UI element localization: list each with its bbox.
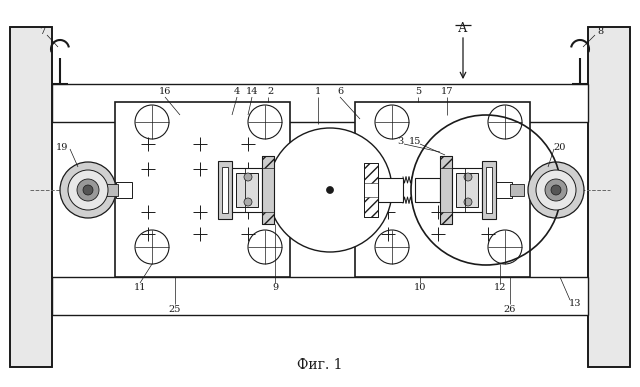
Text: 19: 19 bbox=[56, 142, 68, 151]
Bar bbox=[262, 156, 274, 168]
Circle shape bbox=[244, 198, 252, 206]
Circle shape bbox=[244, 173, 252, 181]
Circle shape bbox=[326, 187, 333, 194]
Text: 15: 15 bbox=[409, 137, 421, 147]
Bar bbox=[364, 197, 378, 217]
Circle shape bbox=[83, 185, 93, 195]
Text: 20: 20 bbox=[554, 142, 566, 151]
Circle shape bbox=[488, 105, 522, 139]
Bar bbox=[510, 184, 524, 196]
Text: 25: 25 bbox=[169, 305, 181, 313]
Bar bbox=[104, 184, 118, 196]
Text: 2: 2 bbox=[267, 87, 273, 96]
Bar bbox=[440, 156, 452, 224]
Bar bbox=[52, 84, 588, 122]
Text: Фиг. 1: Фиг. 1 bbox=[297, 358, 343, 372]
Bar bbox=[355, 102, 530, 277]
Bar bbox=[222, 167, 228, 213]
Bar bbox=[364, 163, 378, 217]
Circle shape bbox=[375, 230, 409, 264]
Text: 10: 10 bbox=[414, 283, 426, 291]
Text: 3: 3 bbox=[397, 137, 403, 147]
Text: 12: 12 bbox=[493, 283, 506, 291]
Circle shape bbox=[248, 105, 282, 139]
Circle shape bbox=[375, 105, 409, 139]
Bar bbox=[456, 173, 478, 207]
Circle shape bbox=[536, 170, 576, 210]
Circle shape bbox=[268, 128, 392, 252]
Bar bbox=[440, 156, 452, 168]
Bar bbox=[115, 102, 290, 277]
Circle shape bbox=[464, 198, 472, 206]
Bar bbox=[588, 27, 630, 367]
Bar bbox=[378, 178, 403, 202]
Bar bbox=[364, 163, 378, 183]
Circle shape bbox=[60, 162, 116, 218]
Bar bbox=[218, 161, 232, 219]
Circle shape bbox=[77, 179, 99, 201]
Bar bbox=[52, 277, 588, 315]
Bar bbox=[10, 27, 52, 367]
Text: 4: 4 bbox=[234, 87, 240, 96]
Bar bbox=[232, 168, 262, 212]
Bar bbox=[262, 156, 274, 224]
Circle shape bbox=[135, 105, 169, 139]
Bar bbox=[274, 161, 364, 219]
Bar bbox=[496, 182, 512, 198]
Text: 16: 16 bbox=[159, 87, 171, 96]
Bar bbox=[262, 212, 274, 224]
Text: 26: 26 bbox=[504, 305, 516, 313]
Bar bbox=[415, 178, 440, 202]
Text: 7: 7 bbox=[39, 27, 45, 36]
Bar bbox=[588, 27, 630, 367]
Circle shape bbox=[68, 170, 108, 210]
Circle shape bbox=[464, 173, 472, 181]
Text: 9: 9 bbox=[272, 283, 278, 291]
Bar bbox=[10, 27, 52, 367]
Bar bbox=[236, 173, 258, 207]
Text: 8: 8 bbox=[597, 27, 603, 36]
Text: А: А bbox=[458, 22, 468, 36]
Text: 1: 1 bbox=[315, 87, 321, 96]
Text: 13: 13 bbox=[569, 300, 581, 308]
Circle shape bbox=[551, 185, 561, 195]
Bar bbox=[116, 182, 132, 198]
Circle shape bbox=[248, 230, 282, 264]
Text: 14: 14 bbox=[246, 87, 259, 96]
Circle shape bbox=[488, 230, 522, 264]
Text: 11: 11 bbox=[134, 283, 147, 291]
Circle shape bbox=[545, 179, 567, 201]
Bar bbox=[486, 167, 492, 213]
Bar bbox=[452, 168, 482, 212]
Circle shape bbox=[528, 162, 584, 218]
Circle shape bbox=[135, 230, 169, 264]
Text: 5: 5 bbox=[415, 87, 421, 96]
Bar bbox=[440, 212, 452, 224]
Bar bbox=[482, 161, 496, 219]
Text: 6: 6 bbox=[337, 87, 343, 96]
Text: 17: 17 bbox=[441, 87, 453, 96]
